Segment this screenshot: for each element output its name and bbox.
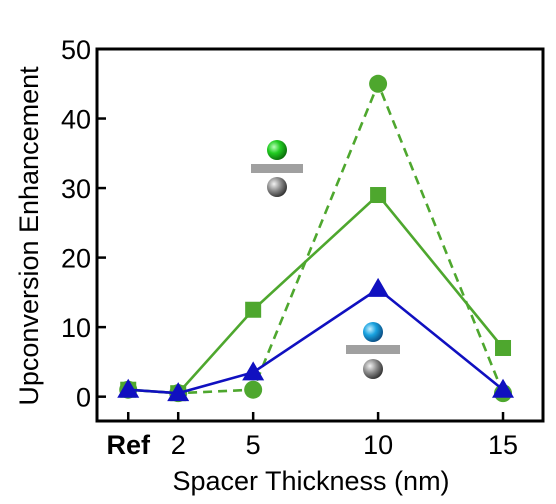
y-axis-label: Upconversion Enhancement — [14, 66, 44, 406]
x-tick-label: 2 — [171, 430, 186, 460]
series-layer — [117, 75, 514, 402]
data-point-circle — [244, 381, 262, 399]
data-point-triangle — [242, 361, 264, 380]
y-tick-label: 10 — [61, 313, 91, 343]
data-point-square — [245, 302, 261, 318]
x-tick-label: 5 — [246, 430, 261, 460]
x-axis-label: Spacer Thickness (nm) — [172, 466, 449, 496]
green-particle-icon — [267, 140, 287, 160]
inset-green-particle — [251, 140, 303, 197]
blue-particle-icon — [363, 322, 383, 342]
spacer-layer-icon — [346, 345, 400, 354]
plot-frame — [97, 49, 543, 421]
data-point-triangle — [367, 278, 389, 297]
inset-blue-particle — [346, 322, 400, 379]
y-axis-ticks: 0 10 20 30 40 50 — [61, 35, 106, 413]
data-point-square — [370, 187, 386, 203]
x-tick-label: 15 — [488, 430, 518, 460]
y-tick-label: 30 — [61, 174, 91, 204]
series-line-triangle — [128, 289, 503, 393]
y-tick-label: 40 — [61, 105, 91, 135]
data-point-square — [495, 340, 511, 356]
metal-particle-icon — [363, 359, 383, 379]
metal-particle-icon — [267, 177, 287, 197]
y-tick-label: 20 — [61, 244, 91, 274]
series-line-circle — [128, 84, 503, 393]
spacer-layer-icon — [251, 164, 303, 173]
y-tick-label: 0 — [76, 383, 91, 413]
x-tick-label: Ref — [106, 430, 151, 460]
x-axis-ticks: Ref 2 5 10 15 — [106, 412, 518, 460]
data-point-triangle — [492, 379, 514, 398]
x-tick-label: 10 — [363, 430, 393, 460]
series-line-square — [128, 195, 503, 393]
y-tick-label: 50 — [61, 35, 91, 65]
data-point-circle — [369, 75, 387, 93]
